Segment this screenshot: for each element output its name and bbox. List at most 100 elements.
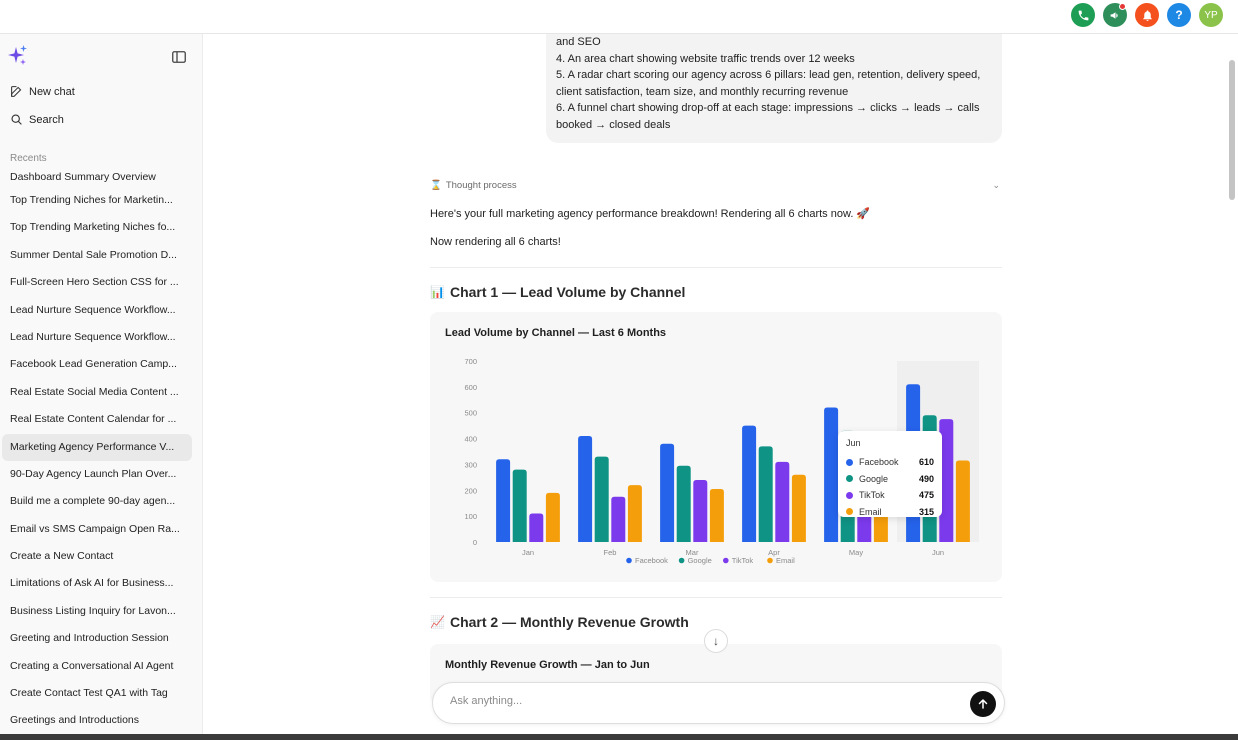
bell-icon[interactable] [1135, 3, 1159, 27]
legend-dot [846, 491, 853, 499]
chart2-heading: 📈 Chart 2 — Monthly Revenue Growth [430, 614, 689, 630]
divider [430, 267, 1002, 268]
recent-chat-item[interactable]: Create a New Contact [10, 550, 114, 563]
recent-chat-item[interactable]: Top Trending Niches for Marketin... [10, 194, 173, 206]
avatar-initials: YP [1204, 9, 1218, 21]
chart1-heading-text: Chart 1 — Lead Volume by Channel [449, 284, 686, 300]
thought-process-toggle[interactable]: ⌛ Thought process ⌄ [430, 180, 1002, 191]
bar-google-feb [594, 456, 609, 542]
bar-email-jun [955, 460, 970, 542]
new-chat-label: New chat [29, 85, 75, 98]
recent-chat-item[interactable]: Real Estate Content Calendar for ... [10, 413, 177, 426]
recent-chat-item[interactable]: Summer Dental Sale Promotion D... [10, 248, 177, 261]
bar-facebook-feb [578, 435, 593, 542]
chat-area: and SEO 4. An area chart showing website… [204, 34, 1228, 734]
x-tick-label: Jan [522, 548, 534, 557]
tooltip-category: Jun [846, 438, 861, 448]
y-tick-label: 300 [464, 460, 477, 469]
scroll-down-button[interactable]: ↓ [704, 629, 728, 653]
legend-dot-tiktok [723, 557, 729, 564]
legend-dot [846, 475, 853, 483]
tooltip-series-name: Facebook [859, 457, 899, 468]
recent-chat-item[interactable]: Create Contact Test QA1 with Tag [10, 687, 168, 700]
new-chat-button[interactable]: New chat [10, 85, 75, 98]
edit-icon [11, 86, 22, 97]
tooltip-value: 315 [918, 506, 934, 517]
recent-chat-item[interactable]: Lead Nurture Sequence Workflow... [10, 303, 176, 316]
bar-facebook-mar [660, 443, 675, 542]
legend-label-facebook: Facebook [635, 556, 668, 565]
x-tick-label: Apr [768, 548, 780, 557]
recent-chat-item[interactable]: 90-Day Agency Launch Plan Over... [10, 467, 177, 480]
recent-chat-item[interactable]: Business Listing Inquiry for Lavon... [10, 604, 176, 617]
recent-chat-item[interactable]: Real Estate Social Media Content ... [10, 385, 179, 398]
legend-dot-facebook [626, 557, 632, 564]
bar-chart-emoji-icon: 📊 [430, 285, 445, 299]
chat-input[interactable] [450, 695, 930, 707]
recent-chat-item[interactable]: Limitations of Ask AI for Business... [10, 577, 174, 590]
bar-email-apr [791, 474, 806, 542]
notification-dot [1119, 3, 1126, 10]
chart-tooltip: Jun Facebook 610 Google 490 TikTok 475 Emai… [838, 431, 942, 517]
x-tick-label: Jun [932, 548, 944, 557]
recent-chat-item[interactable]: Full-Screen Hero Section CSS for ... [10, 276, 179, 289]
y-tick-label: 100 [464, 512, 477, 521]
avatar[interactable]: YP [1199, 3, 1223, 27]
bar-google-apr [758, 446, 773, 542]
user-message-line: 4. An area chart showing website traffic… [556, 52, 855, 65]
recent-chat-item[interactable]: Marketing Agency Performance V... [2, 433, 192, 461]
chart1-card: Lead Volume by Channel — Last 6 Months 0… [430, 312, 1002, 582]
y-tick-label: 600 [464, 383, 477, 392]
arrow-down-icon: ↓ [713, 634, 719, 648]
collapse-sidebar-icon[interactable] [172, 50, 186, 63]
top-icons: ? YP [1071, 3, 1223, 27]
recent-chat-item[interactable]: Build me a complete 90-day agen... [10, 495, 176, 508]
user-message-line: and SEO [556, 36, 601, 48]
y-tick-label: 400 [464, 435, 477, 444]
recent-chat-item[interactable]: Greeting and Introduction Session [10, 632, 169, 645]
bar-email-mar [709, 488, 724, 542]
search-label: Search [29, 113, 64, 126]
chart1-heading: 📊 Chart 1 — Lead Volume by Channel [430, 284, 685, 300]
x-tick-label: May [849, 548, 863, 557]
bar-facebook-jan [496, 459, 511, 542]
assistant-reply: Here's your full marketing agency perfor… [430, 208, 871, 220]
recent-chat-item[interactable]: Facebook Lead Generation Camp... [10, 358, 177, 371]
phone-icon[interactable] [1071, 3, 1095, 27]
recent-chat-item[interactable]: Email vs SMS Campaign Open Ra... [10, 522, 180, 535]
bar-google-mar [676, 465, 691, 542]
chart2-title: Monthly Revenue Growth — Jan to Jun [445, 659, 650, 671]
x-tick-label: Feb [604, 548, 617, 557]
search-icon [11, 114, 22, 125]
tooltip-value: 490 [918, 473, 934, 484]
chart-title: Lead Volume by Channel — Last 6 Months [445, 327, 667, 339]
y-tick-label: 700 [464, 357, 477, 366]
help-icon[interactable]: ? [1167, 3, 1191, 27]
composer [432, 682, 1005, 724]
bottom-strip [0, 734, 1238, 740]
recent-chat-item[interactable]: Lead Nurture Sequence Workflow... [10, 330, 176, 343]
legend-dot-google [678, 557, 685, 564]
megaphone-icon[interactable] [1103, 3, 1127, 27]
search-button[interactable]: Search [10, 113, 64, 126]
chart2-heading-text: Chart 2 — Monthly Revenue Growth [449, 614, 689, 630]
arrow-up-icon [978, 699, 988, 709]
bar-tiktok-jan [529, 513, 544, 542]
help-icon-label: ? [1175, 8, 1183, 22]
sparkle-logo-icon[interactable] [8, 45, 28, 72]
tooltip-value: 475 [918, 490, 934, 501]
page-scrollbar[interactable] [1229, 60, 1235, 200]
x-tick-label: Mar [686, 548, 699, 557]
chevron-down-icon: ⌄ [992, 180, 1000, 190]
recent-chat-item[interactable]: Top Trending Marketing Niches fo... [10, 221, 176, 234]
recent-chat-item[interactable]: Greetings and Introductions [10, 714, 139, 727]
recent-chat-item[interactable]: Creating a Conversational AI Agent [10, 659, 174, 672]
tooltip-series-name: Google [859, 473, 889, 484]
legend-label-tiktok: TikTok [732, 556, 754, 565]
bar-tiktok-mar [693, 479, 708, 542]
send-button[interactable] [970, 691, 996, 717]
recent-chat-item[interactable]: Dashboard Summary Overview [10, 171, 156, 183]
tooltip-row: Email 315 [846, 504, 934, 521]
legend-label-email: Email [776, 556, 795, 565]
bar-facebook-apr [742, 425, 757, 542]
